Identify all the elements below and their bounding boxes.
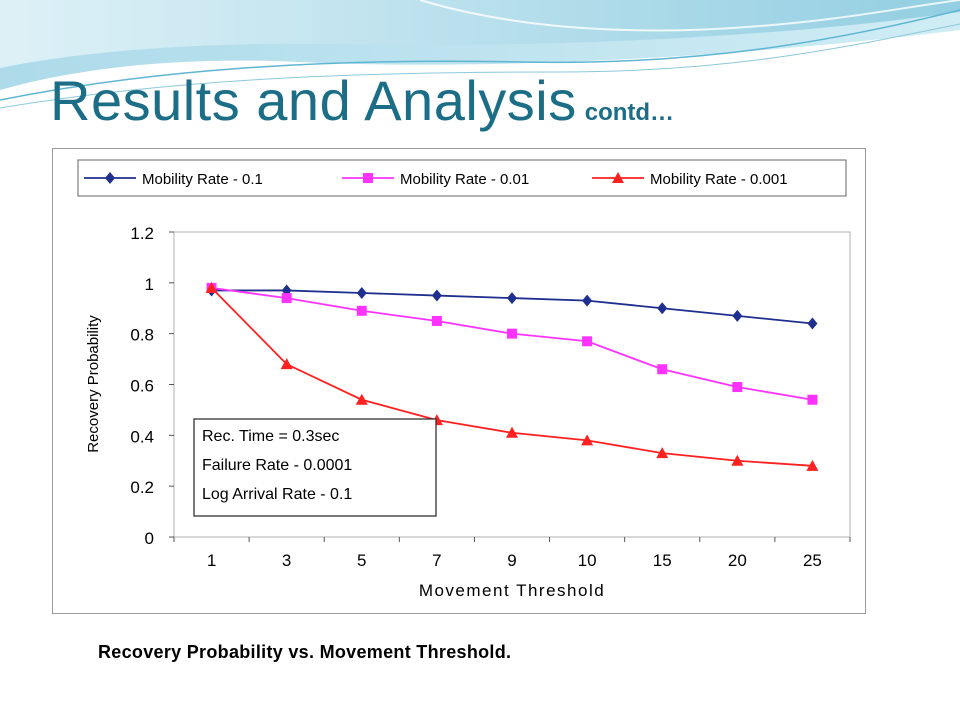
data-point	[582, 336, 593, 347]
y-tick-label: 0.4	[130, 427, 154, 446]
y-tick-label: 0.8	[130, 326, 154, 345]
legend-marker	[363, 173, 373, 183]
data-point	[431, 289, 442, 302]
axes: 0 0.2 0.4 0.6 0.8 1 1.2 1 3 5 7 9 10 15 20 25	[130, 224, 851, 570]
chart-container: Mobility Rate - 0.1 Mobility Rate - 0.01 M…	[52, 148, 866, 614]
data-point	[280, 358, 293, 370]
y-tick-label: 0.6	[130, 377, 154, 396]
legend-box	[77, 159, 847, 197]
legend: Mobility Rate - 0.1 Mobility Rate - 0.01 M…	[77, 159, 847, 197]
y-tick-label: 0	[145, 529, 154, 548]
annotation-line: Log Arrival Rate - 0.1	[202, 486, 352, 503]
x-tick-label: 15	[653, 551, 672, 570]
data-point	[356, 287, 367, 299]
line-chart: Mobility Rate - 0.1 Mobility Rate - 0.01 M…	[52, 148, 866, 614]
x-tick-label: 20	[728, 551, 747, 570]
data-point	[507, 328, 517, 339]
data-point	[732, 382, 743, 393]
legend-item: Mobility Rate - 0.1	[84, 171, 263, 188]
data-point	[732, 309, 743, 322]
x-tick-label: 25	[803, 551, 822, 570]
data-point	[355, 393, 368, 405]
x-tick-label: 3	[282, 551, 291, 570]
annotation-line: Failure Rate - 0.0001	[202, 457, 352, 474]
y-tick-label: 1	[145, 275, 154, 294]
legend-label: Mobility Rate - 0.1	[142, 171, 263, 188]
data-point	[281, 293, 292, 304]
data-point	[657, 302, 668, 315]
header-swoosh-decoration	[0, 0, 960, 109]
annotation-box: Rec. Time = 0.3sec Failure Rate - 0.0001 L…	[193, 418, 437, 517]
y-tick-label: 0.2	[130, 478, 154, 497]
x-axis-label: Movement Threshold	[419, 581, 605, 600]
data-point	[506, 426, 518, 438]
legend-label: Mobility Rate - 0.001	[650, 171, 788, 188]
series-group	[205, 281, 819, 471]
legend-marker	[612, 172, 624, 183]
data-point	[356, 305, 367, 316]
x-tick-label: 7	[432, 551, 441, 570]
legend-marker	[105, 172, 115, 184]
series-3	[205, 281, 819, 471]
annotation-line: Rec. Time = 0.3sec	[202, 428, 339, 445]
x-tick-label: 10	[578, 551, 597, 570]
slide-title: Results and Analysis contd…	[50, 66, 674, 148]
data-point	[205, 281, 218, 293]
x-tick-label: 5	[357, 551, 366, 570]
annotation-border	[193, 418, 437, 517]
slide-title-main: Results and Analysis	[50, 69, 577, 132]
data-point	[656, 447, 669, 459]
legend-label: Mobility Rate - 0.01	[400, 171, 529, 188]
x-tick-label: 1	[207, 551, 216, 570]
legend-item: Mobility Rate - 0.01	[342, 171, 529, 188]
data-point	[657, 364, 668, 375]
data-point	[807, 317, 818, 330]
data-point	[581, 434, 594, 446]
data-point	[431, 315, 442, 326]
figure-caption: Recovery Probability vs. Movement Thresh…	[98, 642, 512, 662]
data-point	[507, 292, 517, 305]
data-point	[806, 459, 819, 471]
legend-item: Mobility Rate - 0.001	[592, 171, 788, 188]
x-tick-label: 9	[507, 551, 516, 570]
y-axis-label: Recovery Probability	[85, 315, 102, 453]
slide-title-suffix: contd…	[584, 99, 675, 126]
series-1	[206, 284, 818, 330]
data-point	[731, 454, 744, 466]
data-point	[807, 394, 818, 405]
y-tick-label: 1.2	[130, 224, 154, 243]
data-point	[582, 294, 593, 307]
